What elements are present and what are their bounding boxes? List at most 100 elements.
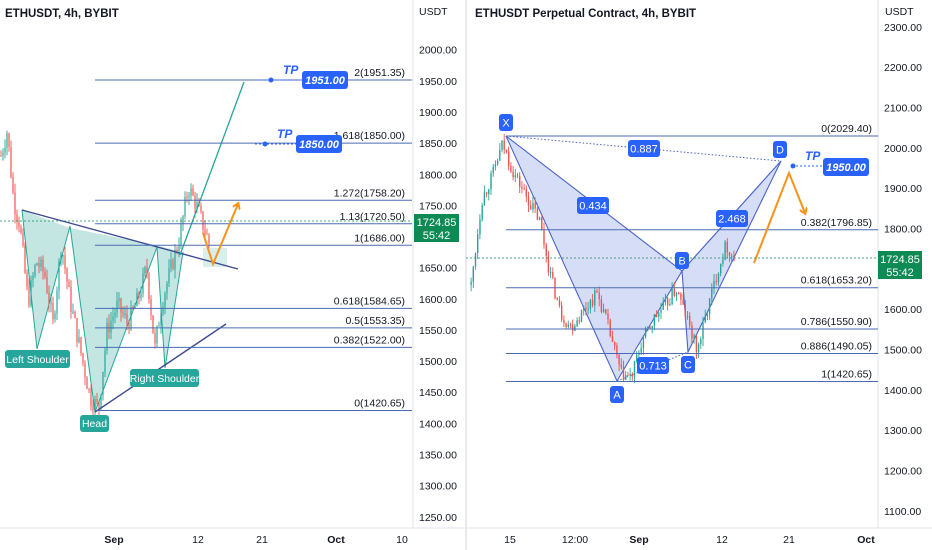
candle	[44, 271, 46, 277]
point-label-a[interactable]: A	[610, 386, 624, 403]
candle	[166, 283, 168, 294]
ratio-badge[interactable]: 0.434	[577, 197, 609, 214]
candle	[726, 241, 728, 253]
fib-label: 0.618(1653.20)	[801, 275, 872, 287]
countdown: 55:42	[423, 230, 451, 242]
candle	[651, 325, 653, 329]
tp-value: 1850.00	[299, 139, 340, 151]
candle	[488, 189, 490, 194]
head-text: Head	[82, 418, 107, 430]
head-label[interactable]: Head	[80, 415, 109, 432]
time-tick: 21	[256, 534, 268, 546]
point-label-x[interactable]: X	[499, 114, 513, 131]
candle	[589, 299, 592, 309]
candle	[38, 263, 40, 268]
candle	[92, 406, 94, 411]
price-tick: 1300.00	[419, 481, 457, 493]
price-tick: 1450.00	[419, 387, 457, 399]
price-tick: 1400.00	[419, 418, 457, 430]
price-tick: 1750.00	[419, 200, 457, 212]
candle	[605, 309, 607, 314]
candle	[164, 293, 166, 308]
svg-text:C: C	[684, 360, 692, 372]
candle	[196, 202, 198, 209]
candle	[182, 216, 184, 225]
price-tick: 1350.00	[419, 450, 457, 462]
svg-text:0.713: 0.713	[639, 361, 667, 373]
candle	[561, 305, 563, 320]
candle	[724, 241, 726, 260]
price-tick: 1900.00	[884, 183, 922, 195]
left-price-axis[interactable]: 2000.00 1950.00 1900.00 1850.00 1800.00 1750.…	[419, 45, 457, 524]
price-tick: 2000.00	[884, 143, 922, 155]
candle	[510, 165, 512, 172]
ratio-badge[interactable]: 2.468	[716, 210, 748, 227]
support-trendline[interactable]	[94, 323, 227, 413]
right-candles	[470, 134, 735, 384]
point-label-d[interactable]: D	[773, 141, 787, 158]
orange-projection-arrow[interactable]	[753, 170, 805, 264]
fib-label: 2(1951.35)	[354, 67, 405, 79]
candle	[622, 366, 625, 380]
left-tp-1951[interactable]: TP 1951.00	[260, 63, 348, 89]
candle	[532, 203, 534, 210]
candle	[594, 290, 596, 306]
candle	[158, 325, 160, 327]
candle	[552, 272, 554, 278]
candle	[693, 335, 695, 339]
left-axis-unit: USDT	[419, 6, 448, 18]
candle	[521, 186, 523, 189]
right-price-axis[interactable]: 2300.00 2200.00 2100.00 2000.00 1900.00 1800.…	[884, 22, 922, 518]
candle	[587, 308, 589, 310]
candle	[689, 315, 691, 326]
candle	[88, 388, 90, 390]
fib-label: 1(1420.65)	[821, 369, 872, 381]
candle	[126, 313, 128, 324]
candle	[565, 323, 567, 327]
candle	[122, 312, 124, 314]
orange-projection-arrow[interactable]	[202, 204, 238, 267]
candle	[523, 188, 525, 190]
candle	[527, 196, 530, 206]
candle	[90, 389, 92, 407]
candle	[583, 307, 585, 310]
point-label-b[interactable]: B	[675, 252, 689, 269]
svg-text:D: D	[776, 145, 784, 157]
candle	[642, 337, 645, 348]
candle	[494, 164, 497, 167]
candle	[118, 298, 120, 301]
left-tp-1850[interactable]: TP 1850.00	[255, 127, 342, 153]
candle	[162, 307, 164, 314]
right-tp-1950[interactable]: TP 1950.00	[790, 149, 870, 176]
right-shoulder-label[interactable]: Right Shoulder	[130, 369, 200, 387]
right-chart-panel: 0(2029.40) 0.382(1796.85) 0.618(1653.20) 0.…	[465, 0, 932, 550]
candle	[42, 259, 44, 272]
left-shoulder-label[interactable]: Left Shoulder	[5, 350, 70, 368]
time-tick: 12	[716, 534, 728, 546]
head-shoulders-pattern[interactable]	[22, 210, 183, 412]
tp-value: 1951.00	[305, 75, 346, 87]
candle	[86, 377, 88, 389]
countdown: 55:42	[886, 267, 914, 279]
projection-line[interactable]	[179, 81, 245, 256]
candle	[697, 344, 700, 353]
svg-text:B: B	[678, 256, 685, 268]
candle	[675, 292, 678, 296]
price-tick: 1250.00	[419, 512, 457, 524]
price-tick: 1200.00	[884, 466, 922, 478]
candle	[625, 375, 627, 380]
candle	[636, 355, 638, 361]
ratio-badge[interactable]: 0.887	[628, 140, 660, 157]
tp-badge	[823, 158, 869, 176]
candle	[188, 195, 190, 197]
price-tick: 1600.00	[419, 294, 457, 306]
right-current-price-badge: 1724.85 55:42	[878, 251, 922, 279]
candle	[62, 255, 64, 257]
candle	[82, 353, 84, 363]
point-label-c[interactable]: C	[681, 356, 695, 373]
candle	[100, 394, 102, 409]
candle	[720, 263, 722, 274]
candle	[186, 197, 188, 198]
neckline-trendline[interactable]	[21, 209, 239, 270]
ratio-badge[interactable]: 0.713	[637, 357, 669, 374]
